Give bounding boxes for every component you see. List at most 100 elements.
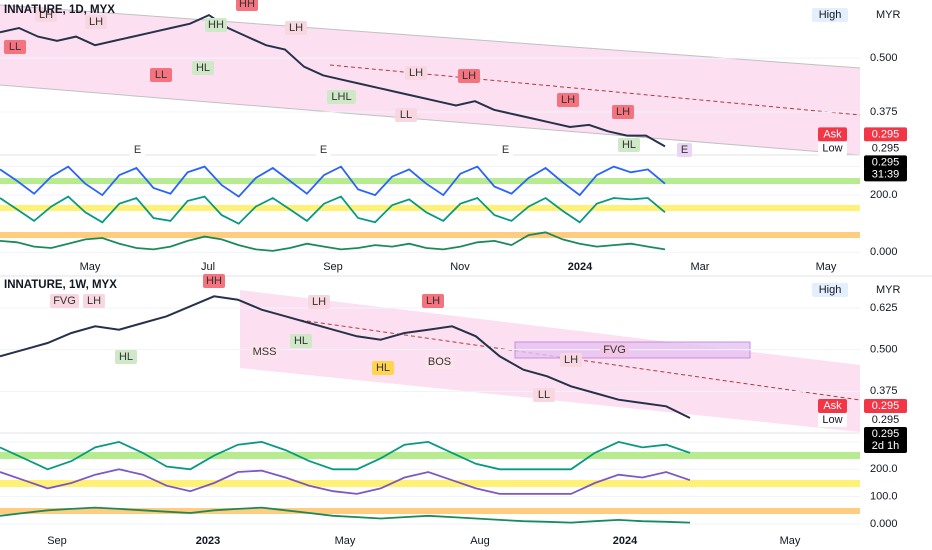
annotation-box bbox=[327, 90, 356, 104]
x-tick-label: Sep bbox=[47, 535, 67, 547]
countdown: 31:39 bbox=[872, 168, 900, 180]
annotation: LH bbox=[409, 67, 423, 79]
annotation: E bbox=[502, 144, 509, 156]
annotation-box bbox=[618, 138, 640, 152]
trend-line bbox=[329, 64, 861, 116]
annotation-box bbox=[35, 8, 57, 22]
annotation-box bbox=[250, 345, 279, 359]
annotation: E bbox=[134, 144, 141, 156]
annotation: HL bbox=[294, 335, 308, 347]
x-tick-label: May bbox=[80, 261, 101, 273]
annotation-box bbox=[205, 18, 227, 32]
countdown-box bbox=[864, 439, 907, 453]
annotation-box bbox=[115, 350, 137, 364]
annotation-box bbox=[422, 294, 444, 308]
annotation-box bbox=[236, 0, 258, 11]
indicator-line bbox=[0, 165, 666, 198]
annotation: LH bbox=[289, 22, 303, 34]
level-band bbox=[0, 178, 860, 184]
x-tick-label: 2024 bbox=[613, 535, 638, 547]
low-value-box bbox=[864, 413, 907, 427]
countdown-box bbox=[864, 167, 907, 182]
ask-value: 0.295 bbox=[872, 400, 900, 412]
level-band bbox=[0, 205, 860, 211]
annotation-box bbox=[557, 93, 579, 107]
y-tick-label: 200.0 bbox=[870, 463, 898, 475]
high-label: High bbox=[819, 9, 842, 21]
annotation: LL bbox=[400, 109, 412, 121]
price-line bbox=[0, 13, 666, 148]
x-tick-label: May bbox=[780, 535, 801, 547]
annotation: BOS bbox=[428, 356, 451, 368]
low-value: 0.295 bbox=[872, 414, 900, 426]
annotation: LH bbox=[312, 296, 326, 308]
chart-title: INNATURE, 1W, MYX bbox=[4, 279, 117, 291]
ask-value-box bbox=[864, 399, 907, 413]
y-tick-label: 200.0 bbox=[870, 189, 898, 201]
y-tick-label: 0.000 bbox=[870, 518, 898, 530]
y-tick-label: 0.000 bbox=[870, 246, 898, 258]
annotation-box bbox=[425, 355, 454, 369]
annotation: E bbox=[681, 144, 688, 156]
annotation-box bbox=[498, 143, 513, 157]
annotation: LHL bbox=[331, 91, 351, 103]
y-tick-label: 0.625 bbox=[870, 302, 898, 314]
annotation-box bbox=[50, 294, 79, 308]
annotation: LL bbox=[155, 69, 167, 81]
level-band bbox=[0, 452, 860, 459]
annotation-box bbox=[316, 143, 331, 157]
annotation: LL bbox=[538, 389, 550, 401]
chart-title: INNATURE, 1D, MYX bbox=[4, 4, 115, 16]
annotation: MSS bbox=[253, 346, 277, 358]
annotation-box bbox=[150, 68, 172, 82]
annotation-box bbox=[308, 295, 330, 309]
y-tick-label: 0.500 bbox=[870, 52, 898, 64]
channel bbox=[240, 290, 860, 432]
annotation-box bbox=[600, 343, 629, 357]
low-label: Low bbox=[822, 414, 842, 426]
annotation: LH bbox=[561, 94, 575, 106]
last-value-box bbox=[864, 155, 907, 170]
level-band bbox=[0, 480, 860, 487]
channel-edge bbox=[0, 4, 861, 69]
annotation: HH bbox=[208, 19, 224, 31]
currency: MYR bbox=[876, 9, 901, 21]
x-tick-label: 2024 bbox=[568, 261, 593, 273]
low-label-box bbox=[818, 413, 847, 427]
last-value: 0.295 bbox=[872, 156, 900, 168]
x-tick-label: May bbox=[335, 535, 356, 547]
annotation: HL bbox=[376, 362, 390, 374]
annotation: HH bbox=[206, 275, 222, 287]
annotation-box bbox=[130, 143, 145, 157]
annotation: LH bbox=[616, 106, 630, 118]
channel-edge bbox=[0, 84, 861, 156]
annotation-box bbox=[372, 361, 394, 375]
annotation: FVG bbox=[53, 295, 76, 307]
countdown: 2d 1h bbox=[872, 440, 900, 452]
x-tick-label: Sep bbox=[323, 261, 343, 273]
level-band bbox=[0, 232, 860, 238]
indicator-line bbox=[0, 506, 691, 524]
annotation-box bbox=[290, 334, 312, 348]
x-tick-label: Aug bbox=[470, 535, 490, 547]
annotation-box bbox=[203, 274, 225, 288]
ask-label-box bbox=[818, 399, 847, 413]
ask-value: 0.295 bbox=[872, 128, 900, 140]
annotation: LH bbox=[426, 295, 440, 307]
high-label-box bbox=[812, 283, 848, 297]
low-value-box bbox=[864, 141, 907, 156]
annotation: LL bbox=[9, 41, 21, 53]
annotation: LH bbox=[87, 295, 101, 307]
annotation-box bbox=[192, 61, 214, 75]
ask-label: Ask bbox=[823, 128, 842, 140]
high-label: High bbox=[819, 284, 842, 296]
low-label: Low bbox=[822, 142, 842, 154]
x-tick-label: Jul bbox=[201, 261, 215, 273]
low-label-box bbox=[818, 141, 847, 156]
ask-label-box bbox=[818, 127, 847, 142]
last-value: 0.295 bbox=[872, 428, 900, 440]
annotation: E bbox=[320, 144, 327, 156]
annotation-box bbox=[677, 143, 692, 157]
annotation: HH bbox=[239, 0, 255, 10]
